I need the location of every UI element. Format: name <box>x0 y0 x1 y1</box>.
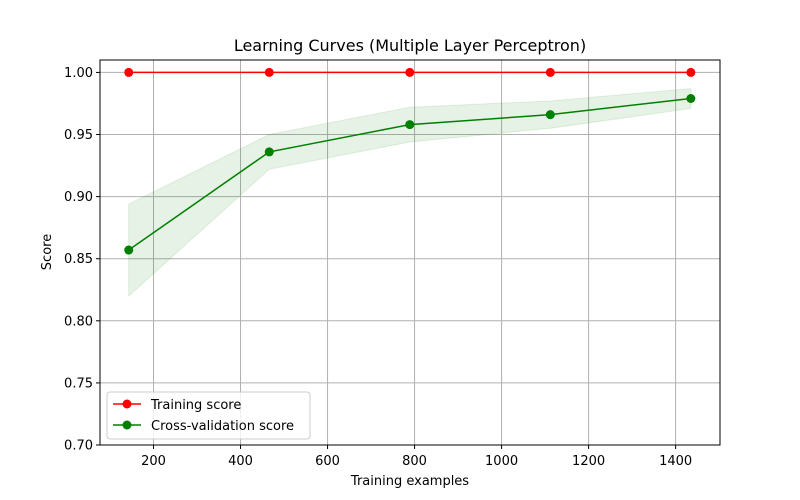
legend-box <box>106 391 311 440</box>
y-tick-label: 0.80 <box>64 314 93 329</box>
y-tick-label: 0.95 <box>64 128 93 143</box>
y-axis-label: Score <box>40 234 55 270</box>
y-tick-label: 0.75 <box>64 376 93 391</box>
training-score-point <box>686 67 696 77</box>
cross-validation-score-point <box>264 147 274 157</box>
legend: Training score Cross-validation score <box>106 391 311 440</box>
x-tick-label: 1000 <box>485 454 518 469</box>
training-score-point <box>124 67 134 77</box>
legend-marker-training <box>122 399 132 409</box>
confidence-bands <box>128 71 692 298</box>
x-axis-label: Training examples <box>350 474 469 489</box>
x-tick-label: 1400 <box>659 454 692 469</box>
y-tick-label: 0.70 <box>64 439 93 454</box>
cross-validation-score-point <box>405 120 415 130</box>
x-tick-label: 200 <box>141 454 166 469</box>
training-score-point <box>264 67 274 77</box>
cross-validation-score-band <box>128 88 692 298</box>
plot-frame <box>99 59 721 446</box>
y-tick-label: 1.00 <box>64 66 93 81</box>
x-axis-ticks: 200 400 600 800 1000 1200 1400 <box>141 445 692 469</box>
cross-validation-score-point <box>686 94 696 103</box>
cross-validation-score-point <box>545 110 555 120</box>
y-tick-label: 0.85 <box>64 252 93 267</box>
legend-label-training: Training score <box>150 398 241 413</box>
x-tick-label: 400 <box>228 454 253 469</box>
y-axis-ticks: 0.70 0.75 0.80 0.85 0.90 0.95 1.00 <box>64 66 100 454</box>
legend-marker-cross-validation <box>122 420 132 430</box>
axes <box>99 59 721 446</box>
training-score-point <box>545 67 555 77</box>
cross-validation-score-point <box>124 245 134 255</box>
chart-title: Learning Curves (Multiple Layer Perceptr… <box>234 36 586 55</box>
x-tick-label: 1200 <box>572 454 605 469</box>
y-tick-label: 0.90 <box>64 190 93 205</box>
x-tick-label: 800 <box>402 454 427 469</box>
x-tick-label: 600 <box>315 454 340 469</box>
legend-label-cross-validation: Cross-validation score <box>151 419 294 434</box>
series-lines <box>124 67 696 255</box>
training-score-point <box>405 67 415 77</box>
